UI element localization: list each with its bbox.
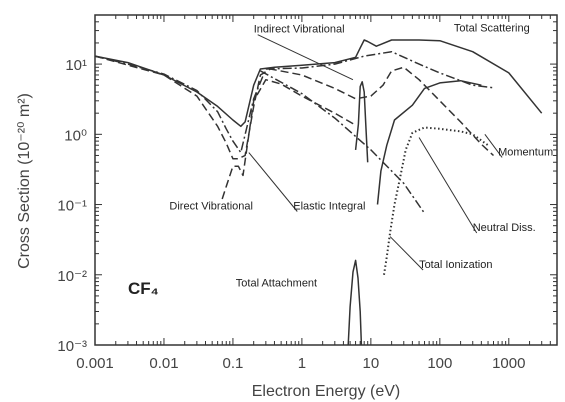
series-momentum (94, 55, 495, 160)
leader-total-ionization (389, 236, 424, 271)
series-elastic-integral (94, 50, 494, 154)
gas-label: CF₄ (128, 279, 159, 298)
y-tick-label: 10⁰ (64, 127, 87, 144)
leader-indirect-vibrational (257, 34, 354, 81)
x-tick-label: 1000 (492, 355, 525, 372)
annotation-elastic-integral: Elastic Integral (293, 201, 365, 213)
series-direct-vibrational (221, 78, 356, 200)
series-total-scattering (94, 39, 543, 128)
plot-frame (94, 14, 558, 346)
leader-neutral-diss (418, 137, 478, 234)
y-tick-labels: 10⁻³ 10⁻² 10⁻¹ 10⁰ 10¹ (57, 57, 87, 355)
axis-ticks (94, 14, 558, 346)
x-tick-label: 1 (298, 355, 306, 372)
series-elastic-integral-tail (260, 70, 426, 214)
annotation-total-attachment: Total Attachment (236, 278, 317, 290)
leader-elastic-integral (248, 152, 298, 212)
x-axis-title: Electron Energy (eV) (252, 383, 401, 400)
x-tick-labels: 0.001 0.01 0.1 1 10 100 1000 (76, 355, 525, 372)
annotation-total-ionization: Total Ionization (419, 259, 492, 271)
x-tick-label: 0.1 (223, 355, 244, 372)
series-total-attachment (347, 259, 363, 346)
x-tick-label: 0.001 (76, 355, 114, 372)
annotation-indirect-vibrational: Indirect Vibrational (254, 24, 345, 36)
leader-momentum (484, 134, 503, 158)
series-indirect-vibrational (354, 81, 369, 163)
annotation-direct-vibrational: Direct Vibrational (169, 201, 253, 213)
y-tick-label: 10⁻¹ (57, 198, 87, 215)
y-axis-title: Cross Section (10⁻²⁰ m²) (16, 93, 33, 269)
series-group (94, 39, 543, 346)
annotation-total-scattering: Total Scattering (454, 23, 530, 35)
y-tick-label: 10⁻³ (57, 338, 87, 355)
annotation-momentum: Momentum (498, 146, 553, 158)
annotation-leaders (248, 34, 503, 271)
series-total-ionization (383, 126, 489, 275)
annotations: Indirect Vibrational Total Scattering Dire… (169, 23, 553, 290)
y-tick-label: 10¹ (65, 57, 87, 74)
x-tick-label: 0.01 (149, 355, 178, 372)
y-tick-label: 10⁻² (57, 268, 87, 285)
x-tick-label: 10 (363, 355, 380, 372)
series-neutral-diss (376, 79, 482, 205)
x-tick-label: 100 (427, 355, 452, 372)
annotation-neutral-diss: Neutral Diss. (473, 222, 536, 234)
